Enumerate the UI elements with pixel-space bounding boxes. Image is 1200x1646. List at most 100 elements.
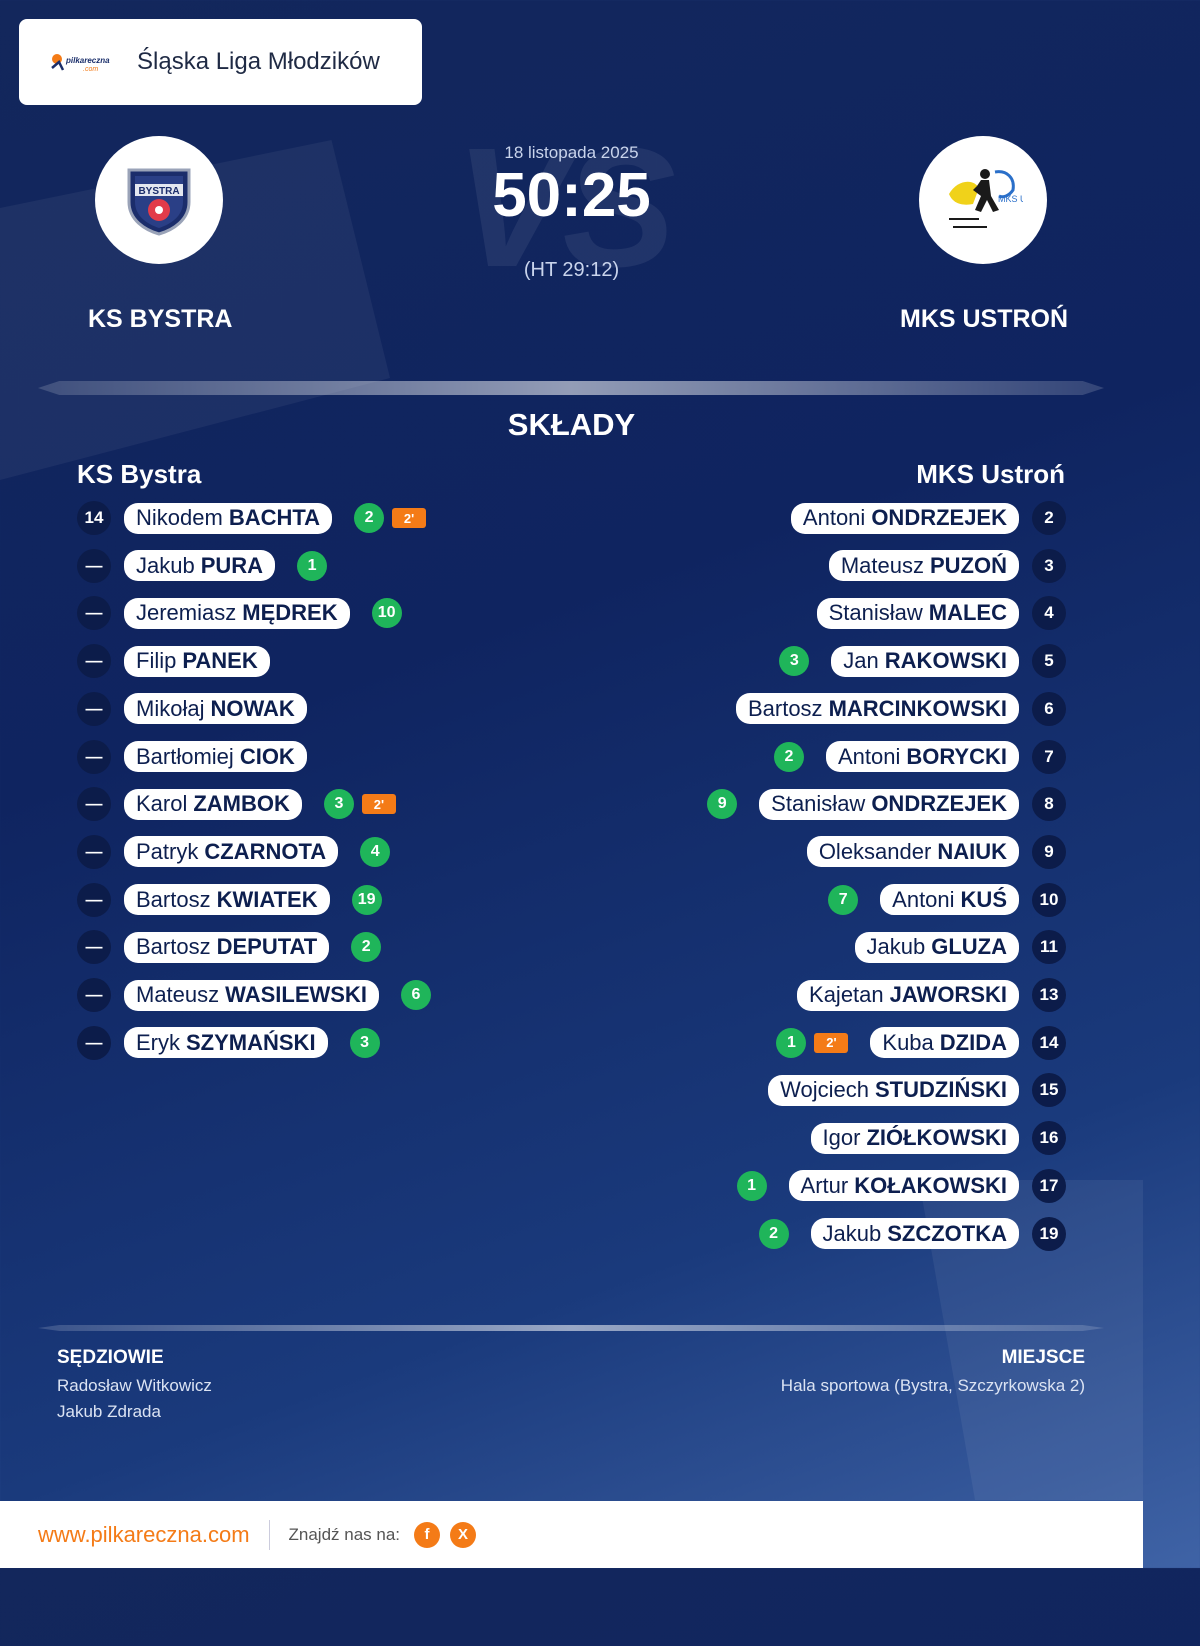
penalty-badge: 2' <box>814 1032 849 1053</box>
player-name[interactable]: Stanisław ONDRZEJEK <box>759 788 1019 820</box>
goals-badge: 3 <box>779 646 810 677</box>
player-name[interactable]: Mikołaj NOWAK <box>124 693 307 725</box>
referee-name: Radosław Witkowicz <box>57 1376 212 1395</box>
player-first-name: Jakub <box>866 934 926 960</box>
jersey-number: 4 <box>1032 596 1066 631</box>
player-name[interactable]: Antoni ONDRZEJEK <box>790 502 1019 534</box>
player-last-name: RAKOWSKI <box>884 648 1007 674</box>
facebook-icon[interactable]: f <box>414 1521 441 1548</box>
away-player-row[interactable]: Stanisław MALEC 4 <box>816 596 1066 631</box>
player-name[interactable]: Eryk SZYMAŃSKI <box>124 1027 328 1059</box>
player-name[interactable]: Antoni BORYCKI <box>825 741 1019 772</box>
player-first-name: Jakub <box>136 552 195 578</box>
goals-badge: 6 <box>400 980 431 1010</box>
jersey-number: 15 <box>1032 1073 1066 1108</box>
jersey-number: — <box>77 644 111 679</box>
away-player-row[interactable]: 1 Artur KOŁAKOWSKI 17 <box>736 1168 1066 1203</box>
home-player-row[interactable]: — Filip PANEK <box>77 644 270 679</box>
home-player-row[interactable]: — Bartłomiej CIOK <box>77 739 307 774</box>
player-name[interactable]: Jakub GLUZA <box>854 931 1019 963</box>
goals-badge: 7 <box>828 884 859 915</box>
player-first-name: Bartłomiej <box>136 743 234 769</box>
away-player-row[interactable]: Igor ZIÓŁKOWSKI 16 <box>810 1121 1066 1156</box>
player-last-name: WASILEWSKI <box>225 982 367 1007</box>
player-first-name: Kuba <box>882 1029 934 1055</box>
player-last-name: KWIATEK <box>216 886 318 912</box>
player-first-name: Jakub <box>822 1220 882 1246</box>
player-name[interactable]: Kajetan JAWORSKI <box>797 979 1019 1011</box>
goals-badge: 1 <box>297 550 328 581</box>
home-player-row[interactable]: — Jeremiasz MĘDREK 10 <box>77 596 402 631</box>
home-player-row[interactable]: — Mikołaj NOWAK <box>77 691 307 726</box>
player-last-name: JAWORSKI <box>889 982 1007 1007</box>
player-name[interactable]: Wojciech STUDZIŃSKI <box>768 1074 1019 1106</box>
player-name[interactable]: Mateusz PUZOŃ <box>828 550 1019 582</box>
player-name[interactable]: Jakub PURA <box>124 550 276 582</box>
away-player-row[interactable]: 1 2' Kuba DZIDA 14 <box>776 1025 1066 1060</box>
player-name[interactable]: Oleksander NAIUK <box>806 836 1019 868</box>
away-player-row[interactable]: 2 Antoni BORYCKI 7 <box>773 739 1066 774</box>
x-icon[interactable]: X <box>450 1521 477 1548</box>
home-player-row[interactable]: — Patryk CZARNOTA 4 <box>77 834 391 869</box>
league-banner[interactable]: pilkareczna .com Śląska Liga Młodzików <box>19 19 422 105</box>
home-player-row[interactable]: — Jakub PURA 1 <box>77 548 328 583</box>
player-last-name: BACHTA <box>228 505 321 530</box>
player-name[interactable]: Stanisław MALEC <box>816 597 1019 629</box>
league-name: Śląska Liga Młodzików <box>137 48 380 75</box>
away-player-row[interactable]: Oleksander NAIUK 9 <box>806 834 1066 869</box>
player-name[interactable]: Jan RAKOWSKI <box>831 645 1019 677</box>
away-player-row[interactable]: Jakub GLUZA 11 <box>854 930 1066 965</box>
player-first-name: Bartosz <box>136 934 211 960</box>
player-last-name: DEPUTAT <box>216 934 318 960</box>
away-player-row[interactable]: Antoni ONDRZEJEK 2 <box>790 501 1066 535</box>
away-player-row[interactable]: Mateusz PUZOŃ 3 <box>828 548 1066 583</box>
player-name[interactable]: Filip PANEK <box>124 645 270 677</box>
player-name[interactable]: Karol ZAMBOK <box>124 788 302 820</box>
footer-separator <box>268 1519 270 1550</box>
player-name[interactable]: Patryk CZARNOTA <box>124 836 339 868</box>
player-last-name: BORYCKI <box>906 743 1007 769</box>
player-name[interactable]: Artur KOŁAKOWSKI <box>788 1170 1019 1202</box>
player-first-name: Jeremiasz <box>136 600 237 626</box>
goals-badge: 3 <box>323 789 354 820</box>
player-name[interactable]: Bartłomiej CIOK <box>124 741 307 772</box>
player-name[interactable]: Antoni KUŚ <box>880 884 1019 916</box>
home-player-row[interactable]: — Bartosz KWIATEK 19 <box>77 882 382 917</box>
home-team-crest[interactable]: BYSTRA <box>95 136 223 264</box>
away-player-row[interactable]: Kajetan JAWORSKI 13 <box>797 978 1066 1012</box>
away-player-row[interactable]: 7 Antoni KUŚ 10 <box>828 882 1066 917</box>
away-player-row[interactable]: 2 Jakub SZCZOTKA 19 <box>758 1216 1066 1251</box>
home-player-row[interactable]: — Karol ZAMBOK 3 2' <box>77 787 396 822</box>
jersey-number: 9 <box>1032 834 1066 869</box>
away-player-row[interactable]: Bartosz MARCINKOWSKI 6 <box>735 691 1066 726</box>
player-name[interactable]: Igor ZIÓŁKOWSKI <box>810 1122 1019 1154</box>
home-player-row[interactable]: 14 Nikodem BACHTA 2 2' <box>77 501 427 535</box>
player-name[interactable]: Bartosz KWIATEK <box>124 884 330 916</box>
player-name[interactable]: Jeremiasz MĘDREK <box>124 597 350 629</box>
jersey-number: 2 <box>1032 501 1066 535</box>
player-last-name: KOŁAKOWSKI <box>854 1172 1007 1198</box>
away-player-row[interactable]: Wojciech STUDZIŃSKI 15 <box>768 1073 1066 1108</box>
away-player-row[interactable]: 3 Jan RAKOWSKI 5 <box>779 644 1066 679</box>
player-first-name: Mikołaj <box>136 695 205 721</box>
away-player-row[interactable]: 9 Stanisław ONDRZEJEK 8 <box>707 787 1066 822</box>
jersey-number: 5 <box>1032 644 1066 679</box>
player-name[interactable]: Nikodem BACHTA <box>124 502 333 534</box>
home-player-row[interactable]: — Eryk SZYMAŃSKI 3 <box>77 1025 380 1060</box>
player-name[interactable]: Mateusz WASILEWSKI <box>124 979 379 1011</box>
player-name[interactable]: Bartosz DEPUTAT <box>124 931 330 963</box>
away-team-crest[interactable]: MKS Ustroń <box>919 136 1047 264</box>
home-player-row[interactable]: — Mateusz WASILEWSKI 6 <box>77 978 431 1012</box>
goals-badge: 2 <box>354 503 385 533</box>
site-link[interactable]: www.pilkareczna.com <box>38 1521 250 1547</box>
player-name[interactable]: Bartosz MARCINKOWSKI <box>735 693 1019 725</box>
jersey-number: 16 <box>1032 1121 1066 1156</box>
player-name[interactable]: Jakub SZCZOTKA <box>810 1218 1019 1249</box>
goals-badge: 2 <box>758 1218 789 1249</box>
home-player-row[interactable]: — Bartosz DEPUTAT 2 <box>77 930 382 965</box>
goals-badge: 2 <box>773 741 804 772</box>
player-first-name: Filip <box>136 648 177 674</box>
player-last-name: PANEK <box>182 648 258 674</box>
player-name[interactable]: Kuba DZIDA <box>870 1027 1019 1059</box>
player-last-name: ONDRZEJEK <box>871 505 1007 530</box>
